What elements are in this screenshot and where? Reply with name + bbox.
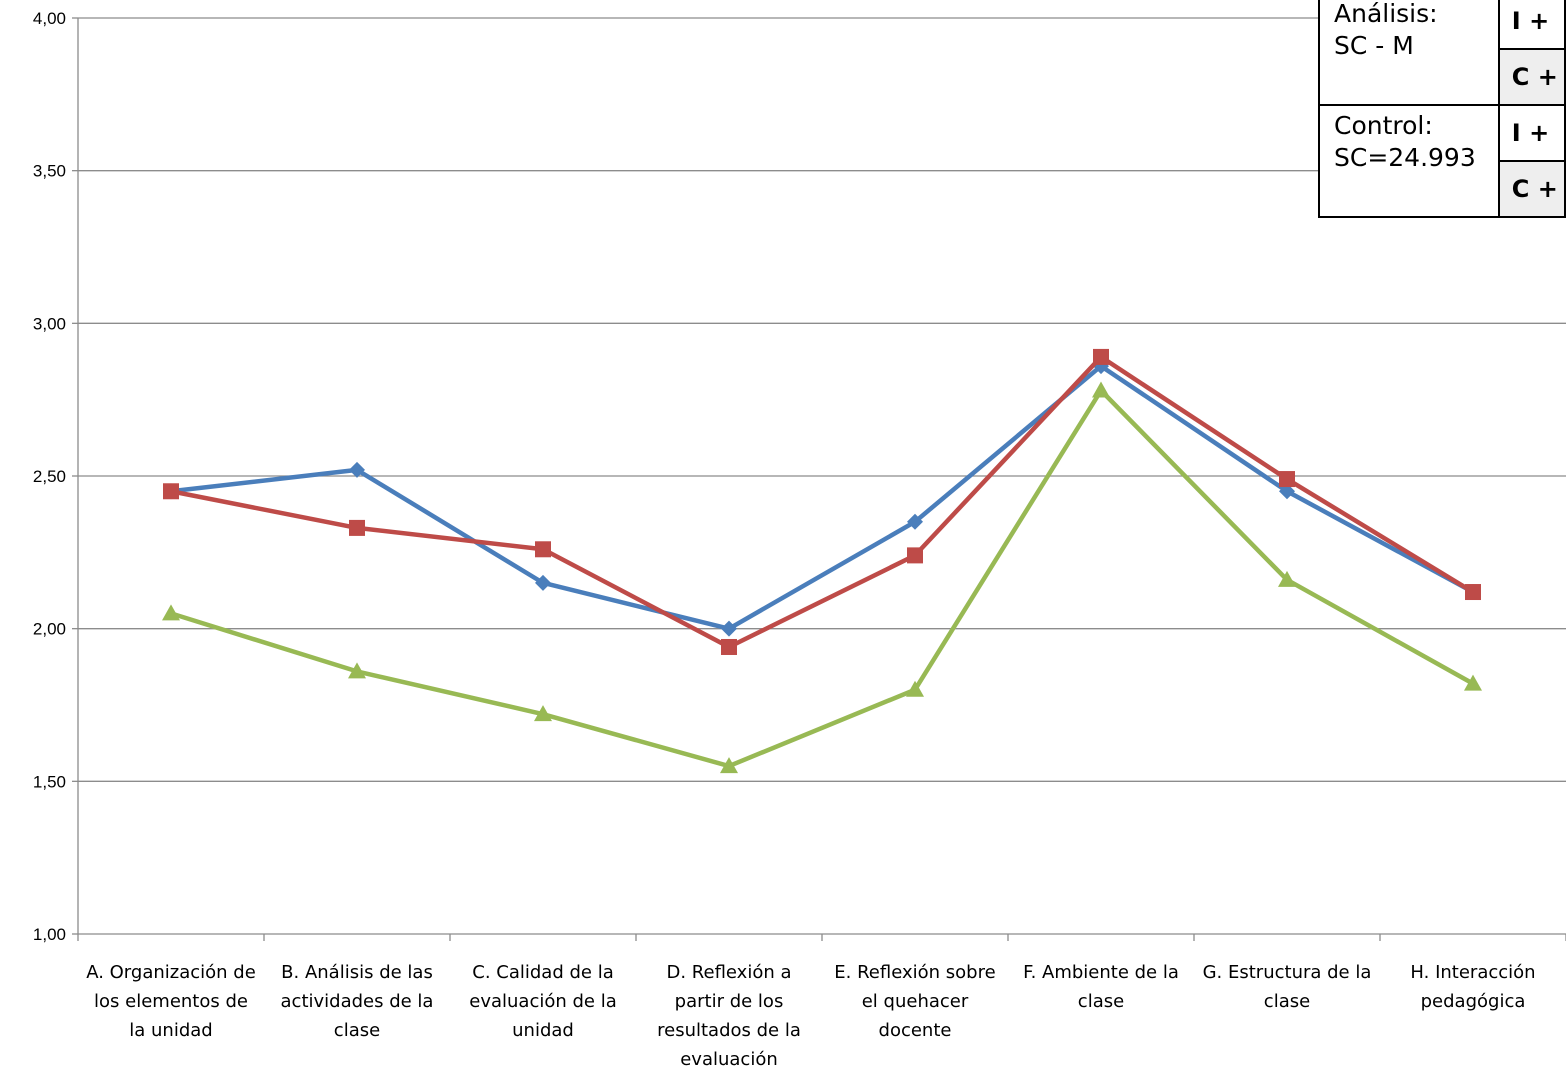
data-point [535,541,551,558]
data-point [720,757,738,774]
x-tick-label-line: D. Reflexión a [667,962,792,983]
x-tick-label-line: clase [334,1020,380,1041]
control-label-line-2: SC=24.993 [1334,143,1476,172]
x-tick-label: B. Análisis de las actividades de la clase [281,962,434,1041]
data-point [1092,381,1110,398]
data-point [721,620,737,637]
x-tick-label-line: evaluación [680,1049,778,1069]
x-tick-label-line: los elementos de [94,991,248,1012]
x-tick-label-line: docente [879,1020,952,1041]
data-point [1278,570,1296,587]
y-tick-label: 3,50 [33,162,66,181]
data-point [1464,674,1482,691]
series-line [170,354,1475,650]
x-tick-label-line: F. Ambiente de la [1023,962,1179,983]
x-tick-label: C. Calidad de la evaluación de la unidad [469,962,617,1041]
data-point [721,638,737,655]
x-tick-label-line: G. Estructura de la [1203,962,1372,983]
series-line [170,363,1475,631]
y-tick-label: 2,50 [33,467,66,486]
data-point [1465,584,1481,601]
x-tick-label-line: evaluación de la [469,991,617,1012]
x-tick-label-line: partir de los [675,991,784,1012]
control-label-line-1: Control: [1334,111,1433,140]
x-tick-label-line: H. Interacción [1410,962,1535,983]
x-tick-label: A. Organización de los elementos de la uni… [86,962,256,1041]
y-axis-tick-labels: 1,00 1,50 2,00 2,50 3,00 3,50 4,00 [33,9,66,944]
x-tick-label: D. Reflexión a partir de los resultados de… [657,962,801,1069]
series-1 [163,358,1481,637]
analysis-label-line-2: SC - M [1334,31,1414,60]
y-tick-label: 4,00 [33,9,66,28]
axes [72,17,1566,941]
data-point [535,574,551,591]
x-tick-label-line: el quehacer [862,991,969,1012]
x-tick-label-line: clase [1078,991,1124,1012]
data-series [162,348,1482,774]
x-tick-label-line: resultados de la [657,1020,801,1041]
analysis-code-2: C + [1497,48,1566,106]
data-point [162,604,180,621]
y-tick-label: 1,50 [33,772,66,791]
x-tick-label-line: A. Organización de [86,962,256,983]
x-tick-label-line: actividades de la [281,991,434,1012]
x-tick-label-line: clase [1264,991,1310,1012]
gridlines [78,17,1566,782]
data-point [163,483,179,500]
info-table: Análisis: SC - M I + C + Control: SC=24.… [1318,0,1566,218]
x-tick-label: F. Ambiente de la clase [1023,962,1179,1012]
data-point [907,513,923,530]
data-point [349,461,365,478]
x-tick-label-line: B. Análisis de las [281,962,433,983]
x-tick-label: G. Estructura de la clase [1203,962,1372,1012]
analysis-label-cell: Análisis: SC - M [1318,0,1500,106]
analysis-label-line-1: Análisis: [1334,0,1438,28]
y-tick-label: 1,00 [33,925,66,944]
data-point [1093,348,1109,365]
control-code-2: C + [1497,160,1566,218]
control-code-1: I + [1497,104,1566,162]
x-tick-label-line: pedagógica [1421,991,1526,1012]
x-tick-label-line: C. Calidad de la [472,962,613,983]
x-tick-label-line: unidad [512,1020,574,1041]
y-tick-label: 2,00 [33,620,66,639]
y-tick-label: 3,00 [33,314,66,333]
x-axis-tick-labels: A. Organización de los elementos de la uni… [86,962,1535,1069]
analysis-code-1: I + [1497,0,1566,50]
series-3 [162,381,1482,774]
series-2 [163,348,1481,655]
data-point [907,547,923,564]
x-tick-label-line: E. Reflexión sobre [834,962,995,983]
data-point [906,680,924,697]
x-tick-label-line: la unidad [129,1020,212,1041]
data-point [348,662,366,679]
data-point [349,519,365,536]
data-point [1279,471,1295,488]
data-point [534,705,552,722]
series-line [170,388,1475,769]
x-tick-label: E. Reflexión sobre el quehacer docente [834,962,995,1041]
x-tick-label: H. Interacción pedagógica [1410,962,1535,1012]
control-label-cell: Control: SC=24.993 [1318,104,1500,218]
data-point [1279,483,1295,500]
